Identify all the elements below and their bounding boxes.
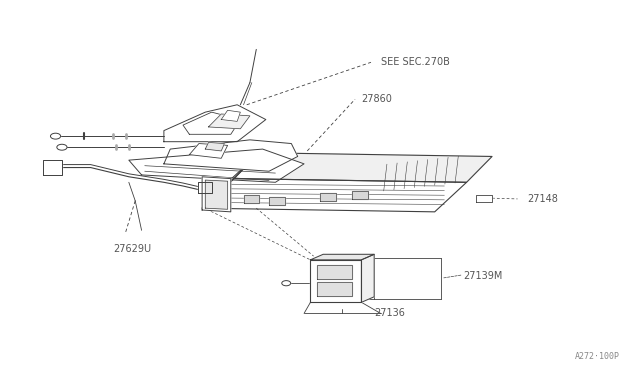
Polygon shape (476, 195, 492, 202)
Text: 27148: 27148 (527, 194, 558, 204)
Text: 27629U: 27629U (113, 244, 151, 254)
Polygon shape (198, 182, 212, 193)
Polygon shape (244, 195, 259, 203)
Text: 27136: 27136 (374, 308, 405, 318)
Polygon shape (362, 254, 374, 302)
Polygon shape (164, 140, 298, 171)
Polygon shape (189, 144, 228, 158)
Polygon shape (269, 198, 285, 205)
Polygon shape (209, 114, 250, 129)
Polygon shape (310, 254, 374, 260)
Polygon shape (317, 265, 352, 279)
Polygon shape (164, 105, 266, 142)
Polygon shape (202, 177, 231, 212)
Polygon shape (129, 149, 304, 182)
Polygon shape (234, 153, 492, 182)
Polygon shape (320, 193, 336, 201)
Text: SEE SEC.270B: SEE SEC.270B (381, 57, 449, 67)
Polygon shape (202, 153, 259, 208)
Polygon shape (183, 112, 241, 134)
Polygon shape (352, 191, 368, 199)
Text: A272·100P: A272·100P (575, 352, 620, 361)
Polygon shape (205, 180, 228, 209)
Polygon shape (221, 110, 241, 121)
Text: 27860: 27860 (362, 94, 392, 104)
Text: 27139M: 27139M (463, 272, 503, 282)
Polygon shape (43, 160, 62, 175)
Polygon shape (202, 179, 467, 212)
Polygon shape (310, 260, 362, 302)
Polygon shape (205, 142, 225, 151)
Polygon shape (317, 282, 352, 296)
